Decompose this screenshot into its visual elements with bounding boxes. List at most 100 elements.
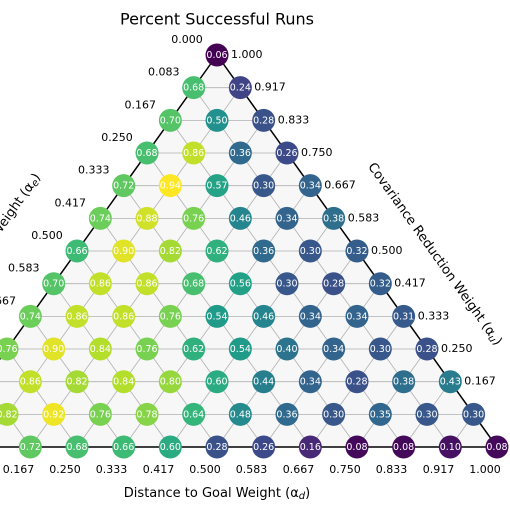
- value-label: 0.86: [90, 279, 111, 290]
- data-point: [415, 402, 439, 426]
- value-label: 0.72: [20, 442, 41, 453]
- grid-line: [146, 152, 358, 448]
- value-label: 0.38: [323, 213, 344, 224]
- data-point: [135, 141, 159, 165]
- value-label: 0.72: [113, 181, 134, 192]
- data-point: [65, 370, 89, 394]
- data-point: [322, 272, 346, 296]
- data-point: [298, 435, 322, 459]
- data-point: [158, 304, 182, 328]
- data-point: [42, 272, 66, 296]
- data-point: [182, 402, 206, 426]
- value-label: 0.30: [370, 344, 391, 355]
- value-label: 0.32: [346, 246, 367, 257]
- data-point: [65, 304, 89, 328]
- data-point: [135, 337, 159, 361]
- data-point: [88, 206, 112, 230]
- value-label: 0.08: [486, 442, 507, 453]
- left-tick-label: 0.167: [124, 98, 156, 111]
- data-point: [88, 272, 112, 296]
- data-point: [158, 370, 182, 394]
- value-label: 0.38: [393, 377, 414, 388]
- left-tick-label: 0.583: [8, 262, 40, 275]
- bottom-axis-title-sub: d: [299, 491, 306, 502]
- data-point: [252, 304, 276, 328]
- bottom-tick-label: 1.000: [469, 463, 501, 476]
- value-label: 0.76: [136, 344, 157, 355]
- value-label: 0.68: [183, 279, 204, 290]
- value-label: 0.54: [206, 311, 227, 322]
- bottom-tick-label: 0.167: [3, 463, 35, 476]
- left-tick-label: 0.333: [78, 164, 110, 177]
- data-point: [88, 402, 112, 426]
- value-label: 0.40: [276, 344, 297, 355]
- data-point: [112, 435, 136, 459]
- data-point: [18, 304, 42, 328]
- value-label: 0.82: [66, 377, 87, 388]
- value-label: 0.06: [206, 50, 227, 61]
- value-label: 0.54: [230, 344, 251, 355]
- data-point: [228, 141, 252, 165]
- value-label: 0.28: [346, 377, 367, 388]
- bottom-tick-label: 0.417: [143, 463, 175, 476]
- data-point: [228, 402, 252, 426]
- value-label: 0.70: [43, 279, 64, 290]
- data-point: [42, 402, 66, 426]
- value-label: 0.60: [206, 377, 227, 388]
- data-point: [205, 174, 229, 198]
- value-label: 0.76: [90, 409, 111, 420]
- grid-line: [6, 348, 78, 448]
- value-label: 0.62: [183, 344, 204, 355]
- value-label: 0.74: [20, 311, 41, 322]
- data-point: [275, 337, 299, 361]
- value-label: 0.36: [230, 148, 251, 159]
- bottom-tick-label: 0.833: [376, 463, 408, 476]
- value-label: 0.46: [253, 311, 274, 322]
- value-label: 0.34: [300, 181, 321, 192]
- right-tick-label: 0.833: [278, 113, 310, 126]
- data-point: [228, 337, 252, 361]
- data-point: [438, 435, 462, 459]
- data-point: [0, 402, 19, 426]
- value-label: 0.90: [113, 246, 134, 257]
- data-point: [0, 337, 19, 361]
- bottom-axis-title: Distance to Goal Weight (αd): [124, 486, 310, 503]
- data-point: [42, 337, 66, 361]
- data-point: [112, 239, 136, 263]
- left-tick-label: 0.667: [0, 294, 16, 307]
- data-point: [322, 337, 346, 361]
- grid-line: [356, 348, 428, 448]
- data-point: [275, 272, 299, 296]
- data-point: [462, 402, 486, 426]
- data-point: [345, 435, 369, 459]
- value-label: 0.16: [300, 442, 321, 453]
- data-point: [65, 239, 89, 263]
- value-label: 0.64: [183, 409, 204, 420]
- right-tick-label: 0.417: [394, 277, 426, 290]
- right-tick-label: 0.333: [418, 309, 450, 322]
- data-point: [252, 108, 276, 132]
- value-label: 0.90: [43, 344, 64, 355]
- left-axis-title-sub: e: [29, 178, 42, 189]
- grid-line: [76, 152, 288, 448]
- value-label: 0.86: [66, 311, 87, 322]
- data-point: [158, 108, 182, 132]
- right-tick-label: 0.250: [441, 342, 473, 355]
- right-tick-label: 0.167: [464, 375, 496, 388]
- value-label: 0.28: [323, 279, 344, 290]
- data-point: [182, 206, 206, 230]
- data-point: [135, 206, 159, 230]
- value-label: 0.76: [183, 213, 204, 224]
- value-label: 0.74: [90, 213, 111, 224]
- data-point: [322, 206, 346, 230]
- data-point: [345, 239, 369, 263]
- data-point: [18, 370, 42, 394]
- value-label: 0.80: [160, 377, 181, 388]
- bottom-tick-label: 0.500: [189, 463, 221, 476]
- data-point: [392, 370, 416, 394]
- value-label: 0.46: [230, 213, 251, 224]
- data-point: [228, 272, 252, 296]
- data-point: [205, 239, 229, 263]
- data-point: [252, 239, 276, 263]
